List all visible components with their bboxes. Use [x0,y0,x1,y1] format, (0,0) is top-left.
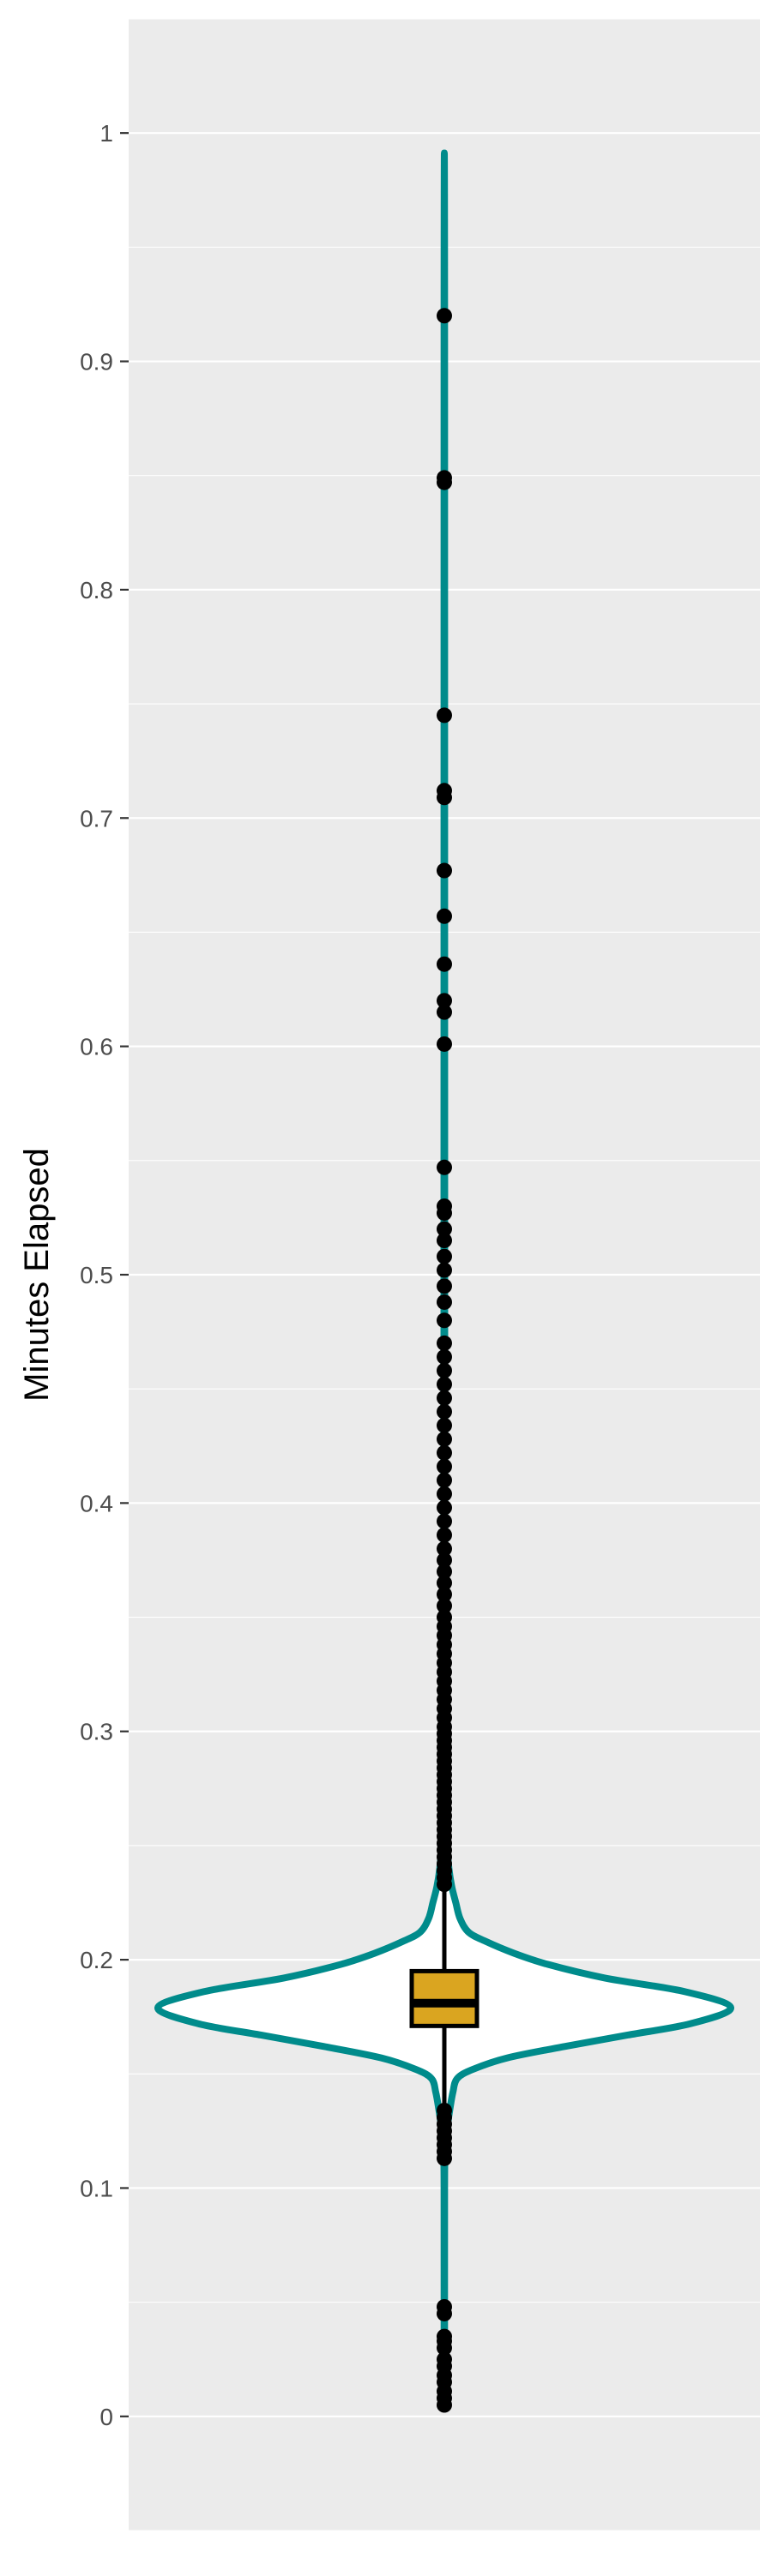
outlier-point [437,2102,452,2118]
outlier-point [437,1586,452,1602]
outlier-point [437,783,452,799]
outlier-point [437,1390,452,1406]
outlier-layer [437,308,452,2413]
outlier-point [437,2328,452,2345]
outlier-point [437,1036,452,1052]
y-tick-label: 0.6 [80,1034,113,1060]
outlier-point [437,1513,452,1529]
outlier-point [437,1527,452,1543]
outlier-point [437,1376,452,1392]
outlier-point [437,1004,452,1020]
outlier-point [437,1362,452,1378]
y-tick-label: 0.3 [80,1719,113,1745]
outlier-point [437,470,452,486]
y-tick-label: 0.5 [80,1262,113,1288]
outlier-point [437,308,452,324]
outlier-point [437,1499,452,1516]
outlier-point [437,1540,452,1557]
outlier-point [437,1233,452,1249]
outlier-point [437,908,452,924]
outlier-point [437,1552,452,1568]
outlier-point [437,862,452,879]
outlier-point [437,1312,452,1329]
y-axis-title: Minutes Elapsed [18,1148,56,1402]
y-tick-label: 0.1 [80,2175,113,2201]
outlier-point [437,1262,452,1278]
y-axis: 0 0.1 0.2 0.3 0.4 0.5 0.6 0.7 0.8 0.9 1 [80,120,129,2430]
outlier-point [437,1472,452,1488]
iqr-box [409,1968,479,2028]
y-tick-label: 1 [100,120,113,147]
y-tick-label: 0.2 [80,1947,113,1973]
outlier-point [437,1198,452,1215]
outlier-point [437,1444,452,1461]
outlier-point [437,956,452,972]
outlier-point [437,1335,452,1351]
outlier-point [437,1458,452,1474]
outlier-point [437,1431,452,1447]
outlier-point [437,707,452,724]
y-tick-label: 0.9 [80,349,113,375]
outlier-point [437,993,452,1009]
y-tick-label: 0.4 [80,1490,113,1516]
outlier-point [437,1417,452,1433]
outlier-point [437,1564,452,1580]
outlier-point [437,2351,452,2368]
outlier-point [437,1159,452,1175]
outlier-point [437,2298,452,2315]
y-tick-label: 0.7 [80,805,113,832]
outlier-point [437,1575,452,1591]
outlier-point [437,1403,452,1420]
outlier-point [437,1294,452,1310]
outlier-point [437,1486,452,1502]
y-tick-label: 0 [100,2404,113,2430]
outlier-point [437,1221,452,1237]
outlier-point [437,1609,452,1625]
outlier-point [437,1348,452,1365]
outlier-point [437,1598,452,1614]
outlier-point [437,1278,452,1294]
outlier-point [437,1248,452,1264]
y-tick-label: 0.8 [80,577,113,603]
